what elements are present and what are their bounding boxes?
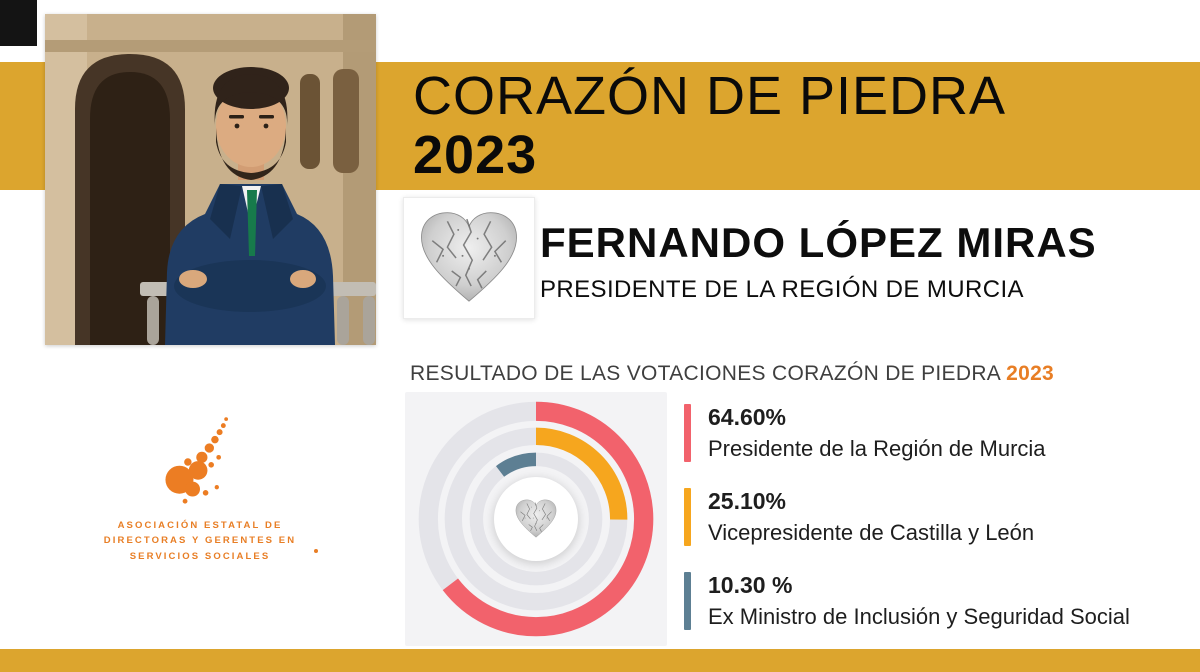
legend-percent: 10.30 % (708, 572, 793, 599)
donut-center-badge (494, 477, 578, 561)
legend-text: 64.60% Presidente de la Región de Murcia (708, 404, 1046, 462)
legend-color-bar (684, 572, 691, 631)
results-title: RESULTADO DE LAS VOTACIONES CORAZÓN DE P… (410, 362, 1054, 386)
awardee-figure (165, 67, 335, 345)
legend-color-bar (684, 404, 691, 463)
legend-item-castilla-leon: 25.10% Vicepresidente de Castilla y León (684, 488, 1130, 547)
stone-heart-icon (415, 208, 523, 308)
awardee-photo-illustration (45, 14, 376, 345)
votes-donut-chart (418, 401, 654, 637)
association-name-line2: DIRECTORAS Y GERENTES EN (103, 535, 297, 547)
awardee-photo (45, 14, 376, 345)
legend-item-ex-ministro: 10.30 % Ex Ministro de Inclusión y Segur… (684, 572, 1130, 631)
poster-title: CORAZÓN DE PIEDRA (413, 66, 1007, 126)
awardee-name: FERNANDO LÓPEZ MIRAS (540, 219, 1097, 266)
results-title-text: RESULTADO DE LAS VOTACIONES CORAZÓN DE P… (410, 362, 1002, 385)
ring-murcia (418, 401, 654, 637)
legend-percent: 64.60% (708, 404, 787, 430)
association-name-line3: SERVICIOS SOCIALES (129, 550, 271, 562)
legend-color-bar (684, 488, 691, 547)
legend-label: Ex Ministro de Inclusión y Seguridad Soc… (708, 603, 1130, 629)
legend-text: 10.30 % Ex Ministro de Inclusión y Segur… (708, 572, 1130, 630)
donut-center-heart-icon (513, 498, 559, 540)
association-name-line1: ASOCIACIÓN ESTATAL DE (117, 520, 283, 531)
chart-panel (405, 392, 667, 646)
legend-label: Vicepresidente de Castilla y León (708, 519, 1035, 545)
logo-dot (314, 549, 318, 553)
association-bubbles-icon (165, 417, 228, 504)
poster-title-year: 2023 (413, 124, 538, 185)
legend-label: Presidente de la Región de Murcia (708, 435, 1046, 461)
legend-text: 25.10% Vicepresidente de Castilla y León (708, 488, 1034, 546)
chart-legend: 64.60% Presidente de la Región de Murcia… (684, 404, 1130, 631)
legend-item-murcia: 64.60% Presidente de la Región de Murcia (684, 404, 1130, 463)
stone-heart-image (403, 197, 535, 319)
association-logo: ASOCIACIÓN ESTATAL DE DIRECTORAS Y GEREN… (75, 410, 325, 564)
awardee-block: FERNANDO LÓPEZ MIRAS PRESIDENTE DE LA RE… (540, 222, 1097, 304)
awardee-role: PRESIDENTE DE LA REGIÓN DE MURCIA (540, 276, 1024, 303)
bottom-gold-bar (0, 649, 1200, 672)
headline-block: CORAZÓN DE PIEDRA 2023 (413, 68, 1006, 183)
legend-percent: 25.10% (708, 488, 787, 515)
ring-ex-ministro (469, 452, 603, 586)
association-name: ASOCIACIÓN ESTATAL DE DIRECTORAS Y GEREN… (75, 518, 325, 564)
ring-castilla-leon (444, 427, 628, 611)
top-left-black-block (0, 0, 37, 46)
results-title-year: 2023 (1006, 362, 1055, 385)
